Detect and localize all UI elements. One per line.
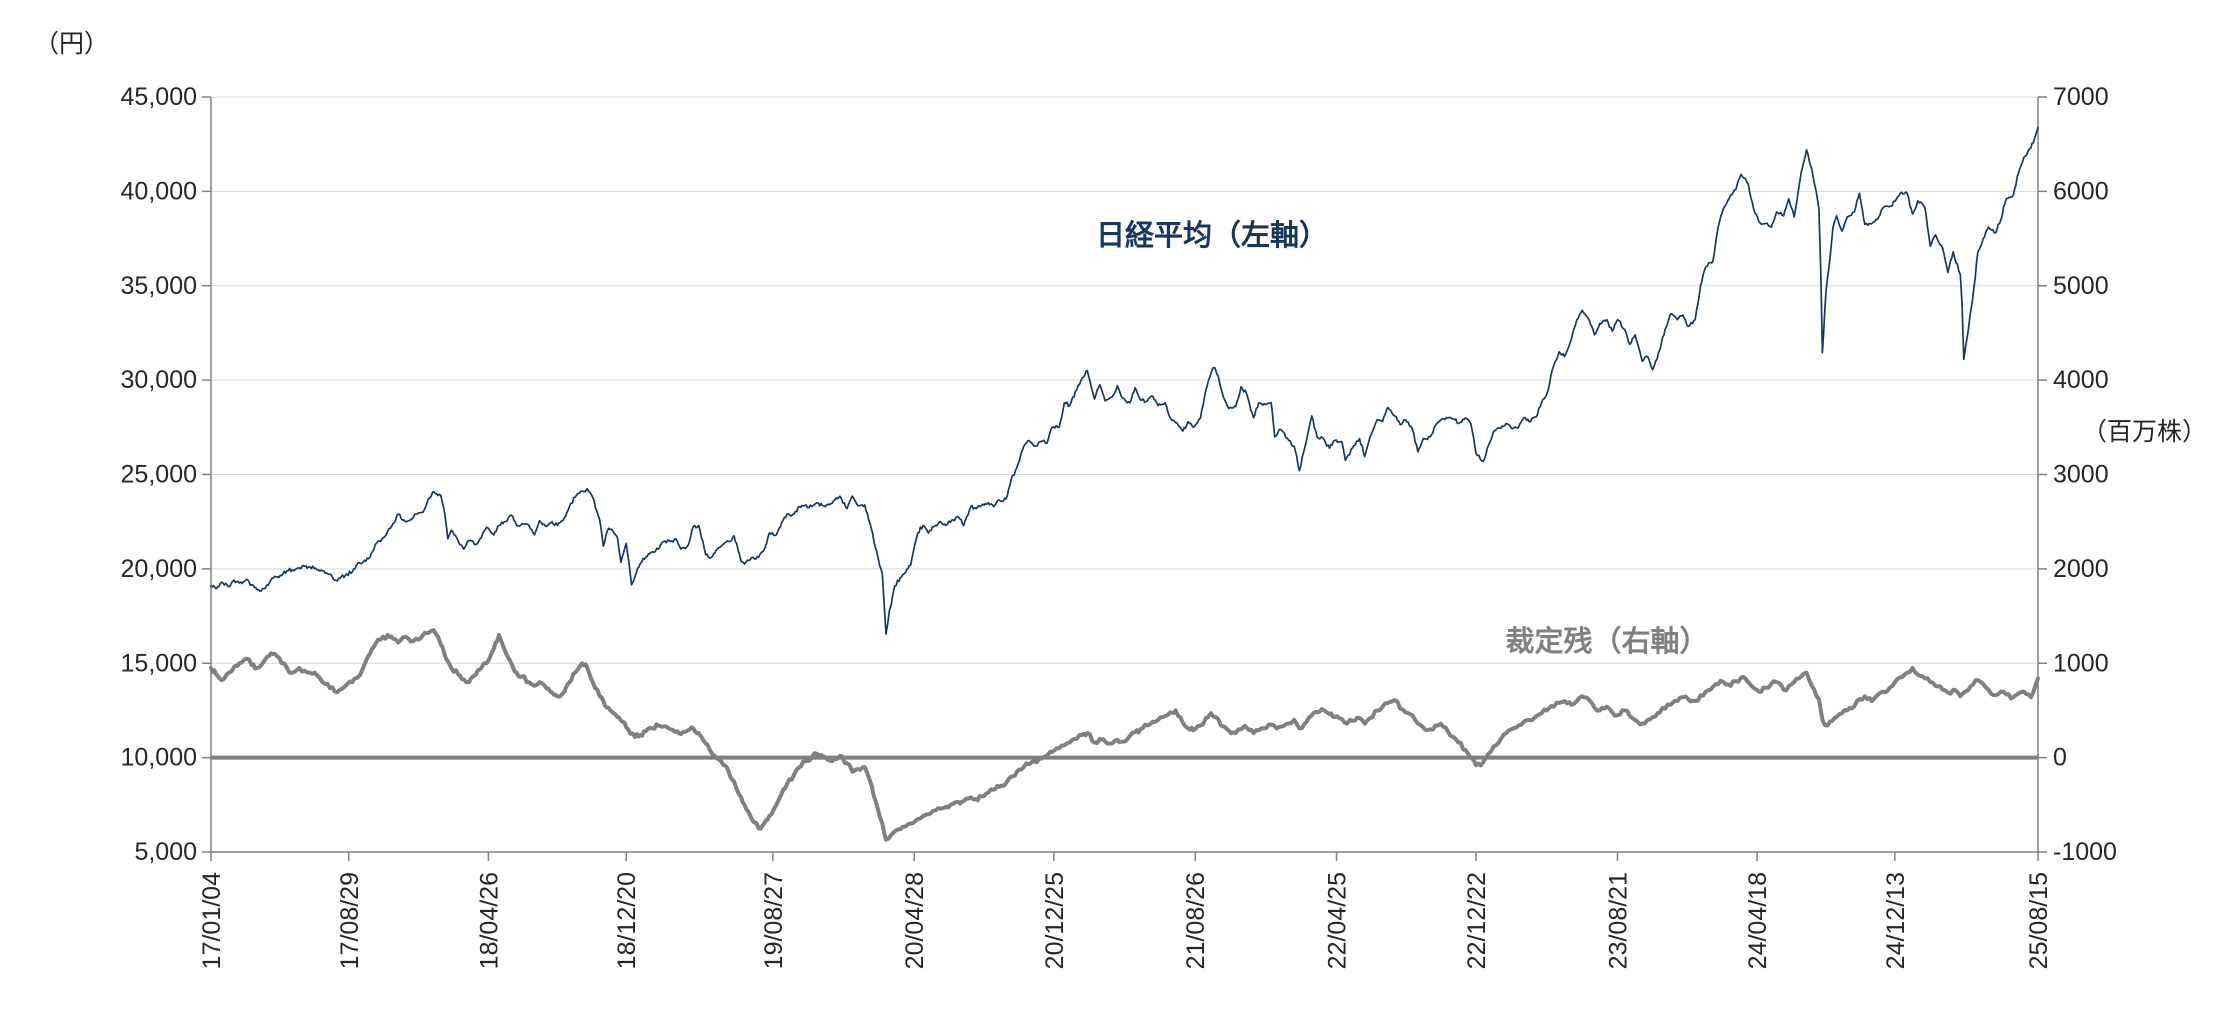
x-tick-label: 22/04/25 — [1324, 872, 1352, 969]
left-tick-label: 40,000 — [121, 177, 197, 205]
right-tick-label: 7000 — [2053, 83, 2109, 111]
x-tick-label: 24/12/13 — [1882, 872, 1910, 969]
right-tick-label: 0 — [2053, 744, 2067, 772]
x-tick-label: 24/04/18 — [1744, 872, 1772, 969]
right-axis-unit-label: （百万株） — [2082, 418, 2208, 446]
series-line-1 — [209, 628, 2040, 842]
right-tick-label: -1000 — [2053, 838, 2117, 866]
x-tick-label: 18/12/20 — [613, 872, 641, 969]
x-tick-label: 20/04/28 — [901, 872, 929, 969]
right-tick-label: 2000 — [2053, 555, 2109, 583]
x-tick-label: 20/12/25 — [1041, 872, 1069, 969]
series-line-0 — [210, 126, 2039, 635]
x-tick-label: 19/08/27 — [760, 872, 788, 969]
left-tick-label: 45,000 — [121, 83, 197, 111]
x-tick-label: 22/12/22 — [1463, 872, 1491, 969]
x-tick-label: 18/04/26 — [475, 872, 503, 969]
right-tick-label: 5000 — [2053, 272, 2109, 300]
arbitrage-series-label: 裁定残（右軸） — [1505, 626, 1709, 658]
right-tick-label: 4000 — [2053, 366, 2109, 394]
right-tick-label: 1000 — [2053, 649, 2109, 677]
left-tick-label: 10,000 — [121, 744, 197, 772]
left-tick-label: 30,000 — [121, 366, 197, 394]
left-axis-unit-label: （円） — [34, 30, 110, 58]
x-tick-label: 21/08/26 — [1182, 872, 1210, 969]
left-tick-label: 5,000 — [134, 838, 197, 866]
left-tick-label: 15,000 — [121, 649, 197, 677]
right-tick-label: 3000 — [2053, 461, 2109, 489]
x-tick-label: 25/08/15 — [2025, 872, 2053, 969]
left-tick-label: 35,000 — [121, 272, 197, 300]
nikkei-series-label: 日経平均（左軸） — [1095, 220, 1329, 252]
x-tick-label: 17/01/04 — [198, 872, 226, 969]
x-tick-label: 23/08/21 — [1604, 872, 1632, 969]
right-tick-label: 6000 — [2053, 177, 2109, 205]
left-tick-label: 25,000 — [121, 461, 197, 489]
x-tick-label: 17/08/29 — [336, 872, 364, 969]
left-tick-label: 20,000 — [121, 555, 197, 583]
